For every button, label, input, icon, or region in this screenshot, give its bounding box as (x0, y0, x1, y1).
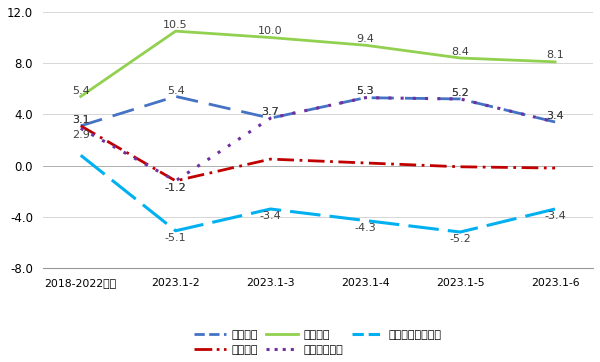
Text: 10.0: 10.0 (258, 26, 283, 36)
Text: 2.9: 2.9 (72, 130, 89, 140)
Text: 9.4: 9.4 (356, 34, 374, 44)
Text: 5.2: 5.2 (451, 88, 469, 98)
Text: 5.3: 5.3 (356, 86, 374, 96)
Text: 5.3: 5.3 (356, 86, 374, 96)
Text: 3.7: 3.7 (262, 107, 280, 117)
Text: -3.4: -3.4 (260, 211, 281, 221)
Text: 3.4: 3.4 (546, 111, 564, 121)
Text: 3.1: 3.1 (72, 115, 89, 125)
Text: -1.2: -1.2 (165, 183, 187, 193)
Text: -5.1: -5.1 (165, 233, 187, 243)
Text: -5.2: -5.2 (449, 234, 471, 244)
Text: 5.4: 5.4 (72, 86, 89, 96)
Text: 8.4: 8.4 (451, 47, 469, 56)
Text: 10.5: 10.5 (163, 20, 188, 30)
Text: 3.4: 3.4 (546, 111, 564, 121)
Legend: 全国投资, 民间投资, 国有投资, 外商投资企业, 港澳台商投资企业: 全国投资, 民间投资, 国有投资, 外商投资企业, 港澳台商投资企业 (194, 330, 442, 355)
Text: -3.4: -3.4 (544, 211, 566, 221)
Text: 5.2: 5.2 (451, 88, 469, 98)
Text: 8.1: 8.1 (546, 50, 564, 60)
Text: 5.4: 5.4 (167, 86, 184, 96)
Text: 3.7: 3.7 (262, 107, 280, 117)
Text: -1.2: -1.2 (165, 183, 187, 193)
Text: -4.3: -4.3 (355, 223, 376, 232)
Text: 3.1: 3.1 (72, 115, 89, 125)
